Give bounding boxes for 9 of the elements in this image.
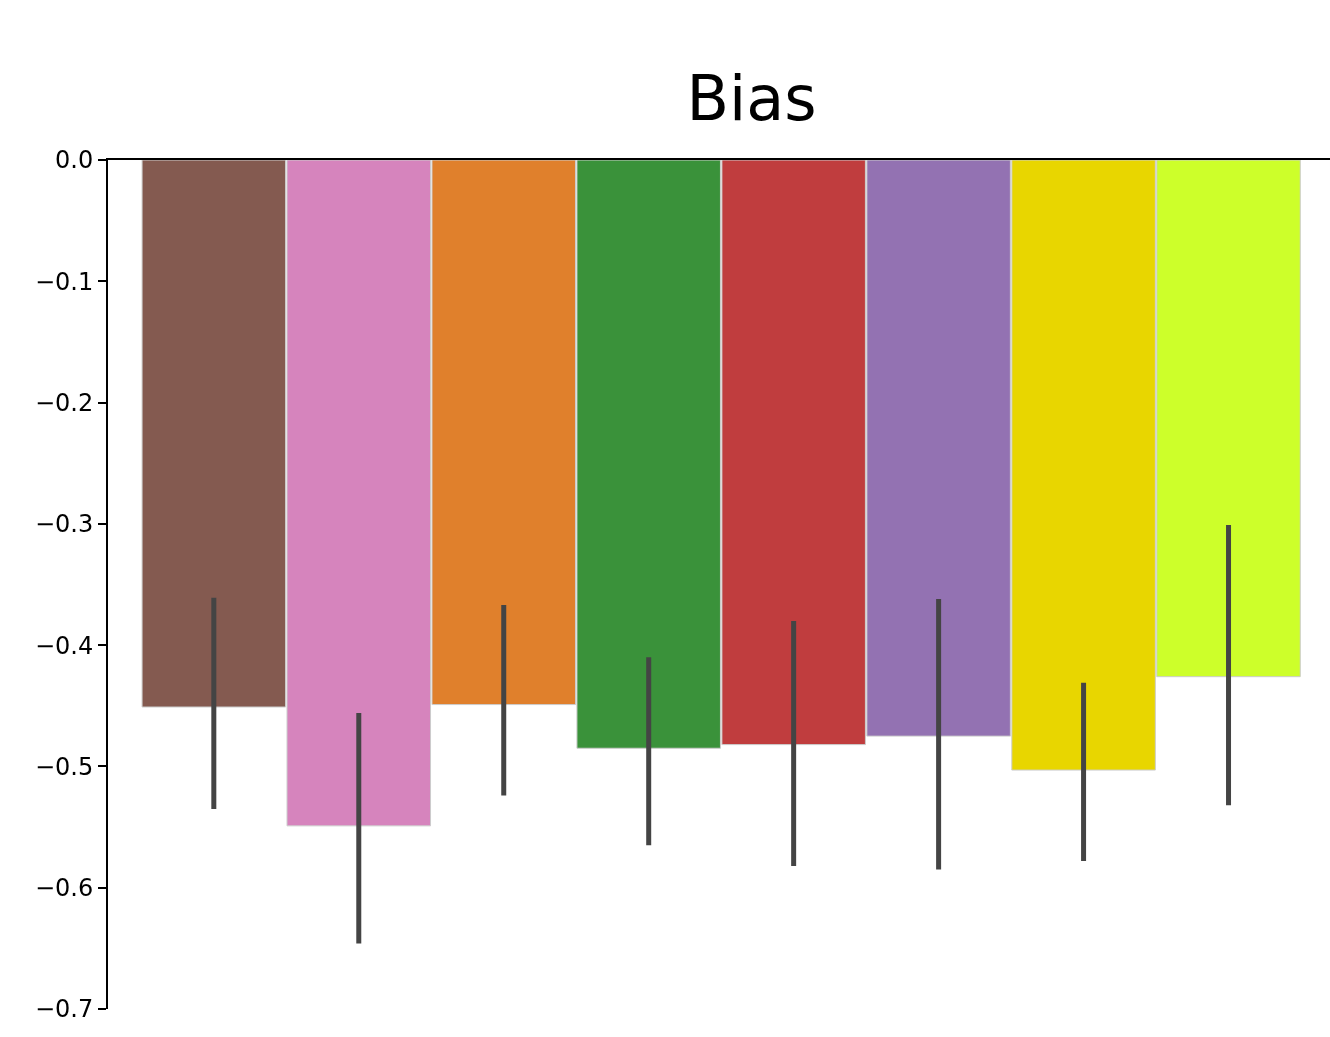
y-tick-label: −0.3 [34,510,94,539]
y-tick-label: −0.1 [34,267,94,296]
y-tick-label: −0.2 [34,388,94,417]
y-tick-label: −0.7 [34,995,94,1024]
chart-title: Bias [686,62,817,136]
y-tick-label: −0.4 [34,631,94,660]
y-tick-label: 0.0 [55,146,94,175]
y-tick-label: −0.6 [34,874,94,903]
y-tick-label: −0.5 [34,752,94,781]
